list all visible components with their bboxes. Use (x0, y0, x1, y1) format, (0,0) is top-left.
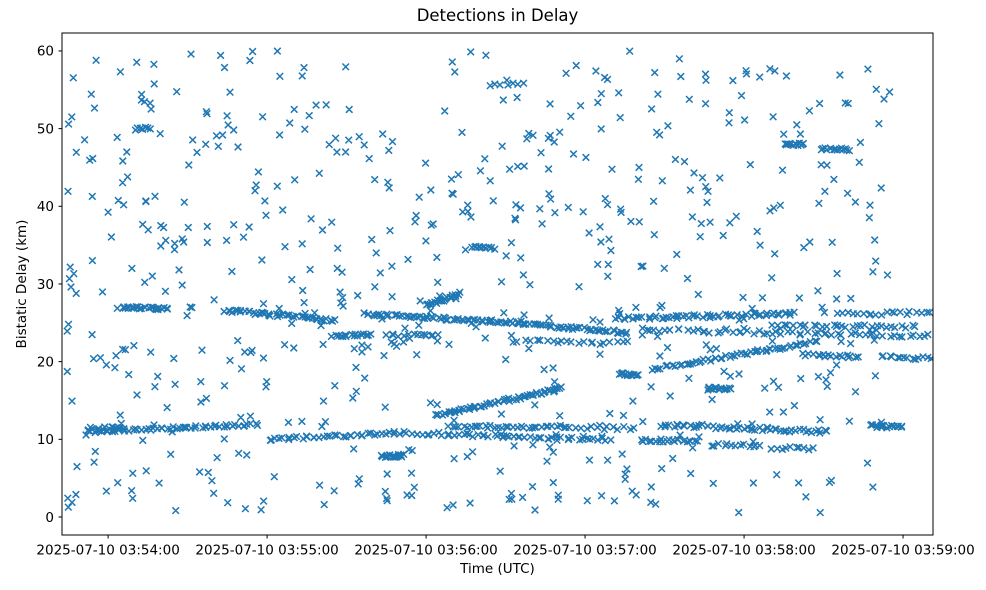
x-axis-label: Time (UTC) (460, 561, 535, 577)
x-tick-label-3: 2025-07-10 03:57:00 (513, 543, 656, 559)
chart-title: Detections in Delay (416, 6, 579, 25)
x-tick-label-2: 2025-07-10 03:56:00 (354, 543, 497, 559)
x-tick-label-4: 2025-07-10 03:58:00 (672, 543, 815, 559)
y-tick-label-6: 60 (37, 44, 54, 60)
x-tick-label-5: 2025-07-10 03:59:00 (831, 543, 974, 559)
y-tick-label-3: 30 (37, 277, 54, 293)
x-tick-label-1: 2025-07-10 03:55:00 (195, 543, 338, 559)
y-tick-label-1: 10 (37, 432, 54, 448)
y-tick-label-4: 40 (37, 199, 54, 215)
scatter-markers (63, 47, 933, 517)
x-tick-label-0: 2025-07-10 03:54:00 (36, 543, 179, 559)
y-tick-label-5: 50 (37, 121, 54, 137)
axes-frame (61, 32, 934, 536)
y-tick-label-2: 20 (37, 354, 54, 370)
y-tick-label-0: 0 (45, 510, 54, 526)
